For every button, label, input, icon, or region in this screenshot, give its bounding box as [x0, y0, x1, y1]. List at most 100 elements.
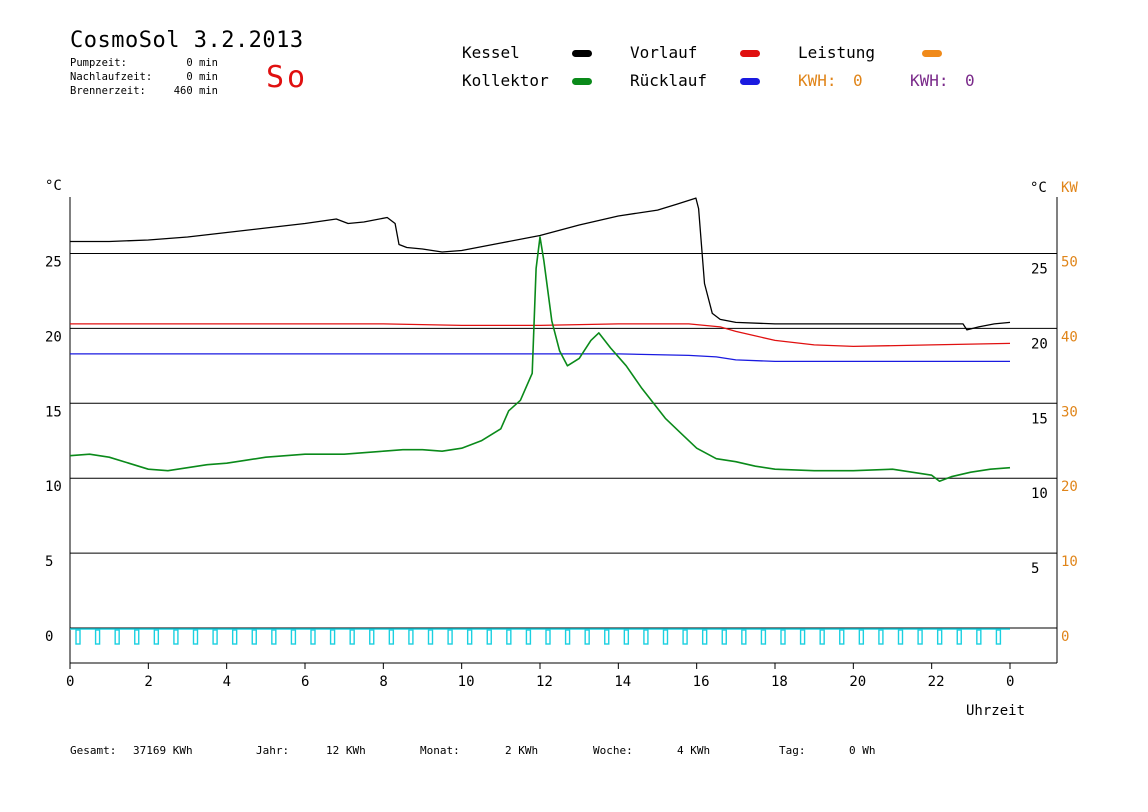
pump-pulse [427, 629, 434, 645]
pump-pulse [251, 629, 257, 645]
footer-value: 0 Wh [849, 744, 876, 757]
stat-label: Brennerzeit: [70, 85, 146, 97]
pump-pulse [192, 629, 199, 645]
x-tick-label: 22 [928, 674, 945, 690]
stat-value: 460 min [173, 85, 218, 97]
pump-pulse [153, 629, 160, 645]
pump-pulse [623, 629, 630, 645]
pump-pulse [995, 629, 1002, 645]
pump-pulse [643, 629, 649, 645]
pump-pulse [369, 629, 375, 645]
x-axis-label: Uhrzeit [966, 703, 1025, 719]
footer-value: 4 KWh [677, 744, 711, 757]
pump-pulse [897, 629, 904, 645]
x-tick-label: 12 [536, 674, 553, 690]
y-tick-label-right: 5 [1031, 561, 1039, 577]
pump-pulse [134, 629, 140, 645]
y-ticks: 0 5 10 15 20 25 5 10 15 20 25 0 10 20 30 40 50 [45, 255, 1078, 646]
x-tick-label: 10 [458, 674, 475, 690]
x-tick-label: 0 [66, 674, 74, 690]
x-tick-label: 16 [693, 674, 710, 690]
day-of-week: So [266, 60, 309, 95]
page-title: CosmoSol 3.2.2013 [70, 28, 304, 53]
legend-label-leistung: Leistung [798, 43, 876, 62]
footer-label: Jahr: [256, 744, 290, 757]
footer-value: 37169 KWh [133, 744, 193, 757]
x-tick-label: 4 [223, 674, 231, 690]
pump-pulse [682, 629, 688, 645]
x-tick-label: 18 [771, 674, 788, 690]
stat-label: Nachlaufzeit: [70, 71, 153, 83]
y-tick-label-kw: 0 [1061, 629, 1069, 645]
pump-pulse [212, 629, 218, 645]
y-tick-label-kw: 30 [1061, 404, 1078, 420]
pump-pulse [917, 629, 923, 645]
y-tick-label-left: 10 [45, 479, 62, 495]
pump-pulse [721, 629, 727, 645]
pump-pulses [70, 628, 1010, 645]
pump-pulse [329, 629, 336, 645]
chart-gridlines [70, 253, 1057, 629]
footer-value: 2 KWh [505, 744, 539, 757]
series-line-kollektor [69, 236, 1011, 482]
stat-label: Pumpzeit: [70, 57, 127, 69]
pump-pulse [545, 629, 551, 645]
footer-value: 12 KWh [326, 744, 366, 757]
legend-swatch-vorlauf [740, 50, 760, 57]
footer-label: Monat: [420, 744, 460, 757]
y-tick-label-left: 20 [45, 329, 62, 345]
y-axis-label-left: °C [45, 178, 62, 194]
pump-pulse [780, 629, 786, 645]
y-tick-label-left: 0 [45, 629, 53, 645]
y-axis-label-right: °C [1030, 180, 1047, 196]
x-tick-label: 14 [614, 674, 631, 690]
x-ticks: 0 2 4 6 8 10 12 14 16 18 20 22 0 [66, 663, 1014, 690]
pump-pulse [878, 629, 884, 645]
pump-pulse [564, 629, 571, 645]
pump-pulse [506, 629, 512, 645]
chart-series [69, 197, 1011, 482]
pump-pulse [75, 629, 81, 645]
y-tick-label-kw: 20 [1061, 479, 1078, 495]
series-line-kessel [70, 197, 1011, 331]
pump-pulse [858, 629, 865, 645]
legend-swatch-ruecklauf [740, 78, 760, 85]
pump-pulse [349, 629, 355, 645]
footer-label: Woche: [593, 744, 633, 757]
stat-value: 0 min [186, 71, 218, 83]
pump-pulse [956, 629, 962, 645]
y-tick-label-kw: 40 [1061, 329, 1078, 345]
y-tick-label-left: 25 [45, 255, 62, 271]
legend-swatch-kollektor [572, 78, 592, 85]
pump-pulse [486, 629, 492, 645]
pump-pulse [584, 629, 590, 645]
y-tick-label-kw: 50 [1061, 255, 1078, 271]
legend-label-vorlauf: Vorlauf [630, 43, 698, 62]
y-axis-label-kw: KW [1061, 180, 1078, 196]
legend-swatch-kessel [572, 50, 592, 57]
pump-pulse [114, 629, 120, 645]
pump-pulse [819, 629, 825, 645]
legend-swatch-leistung [922, 50, 942, 57]
y-tick-label-right: 10 [1031, 486, 1048, 502]
pump-pulse [310, 629, 316, 645]
pump-pulse [94, 629, 101, 645]
kwh-value-purple: 0 [965, 71, 975, 90]
pump-pulse [662, 629, 669, 645]
pump-pulse [271, 629, 277, 645]
pump-pulse [701, 629, 708, 645]
pump-pulse [408, 629, 414, 645]
y-tick-label-left: 5 [45, 554, 53, 570]
x-tick-label: 2 [144, 674, 152, 690]
pump-pulse [388, 629, 395, 645]
pump-pulse [976, 629, 982, 645]
kwh-label-purple: KWH: [910, 71, 949, 90]
legend-label-ruecklauf: Rücklauf [630, 71, 708, 90]
y-tick-label-right: 25 [1031, 262, 1048, 278]
y-tick-label-kw: 10 [1061, 554, 1078, 570]
y-tick-label-left: 15 [45, 404, 62, 420]
y-tick-label-right: 15 [1031, 411, 1048, 427]
x-tick-label: 6 [301, 674, 309, 690]
kwh-value-leistung: 0 [853, 71, 863, 90]
